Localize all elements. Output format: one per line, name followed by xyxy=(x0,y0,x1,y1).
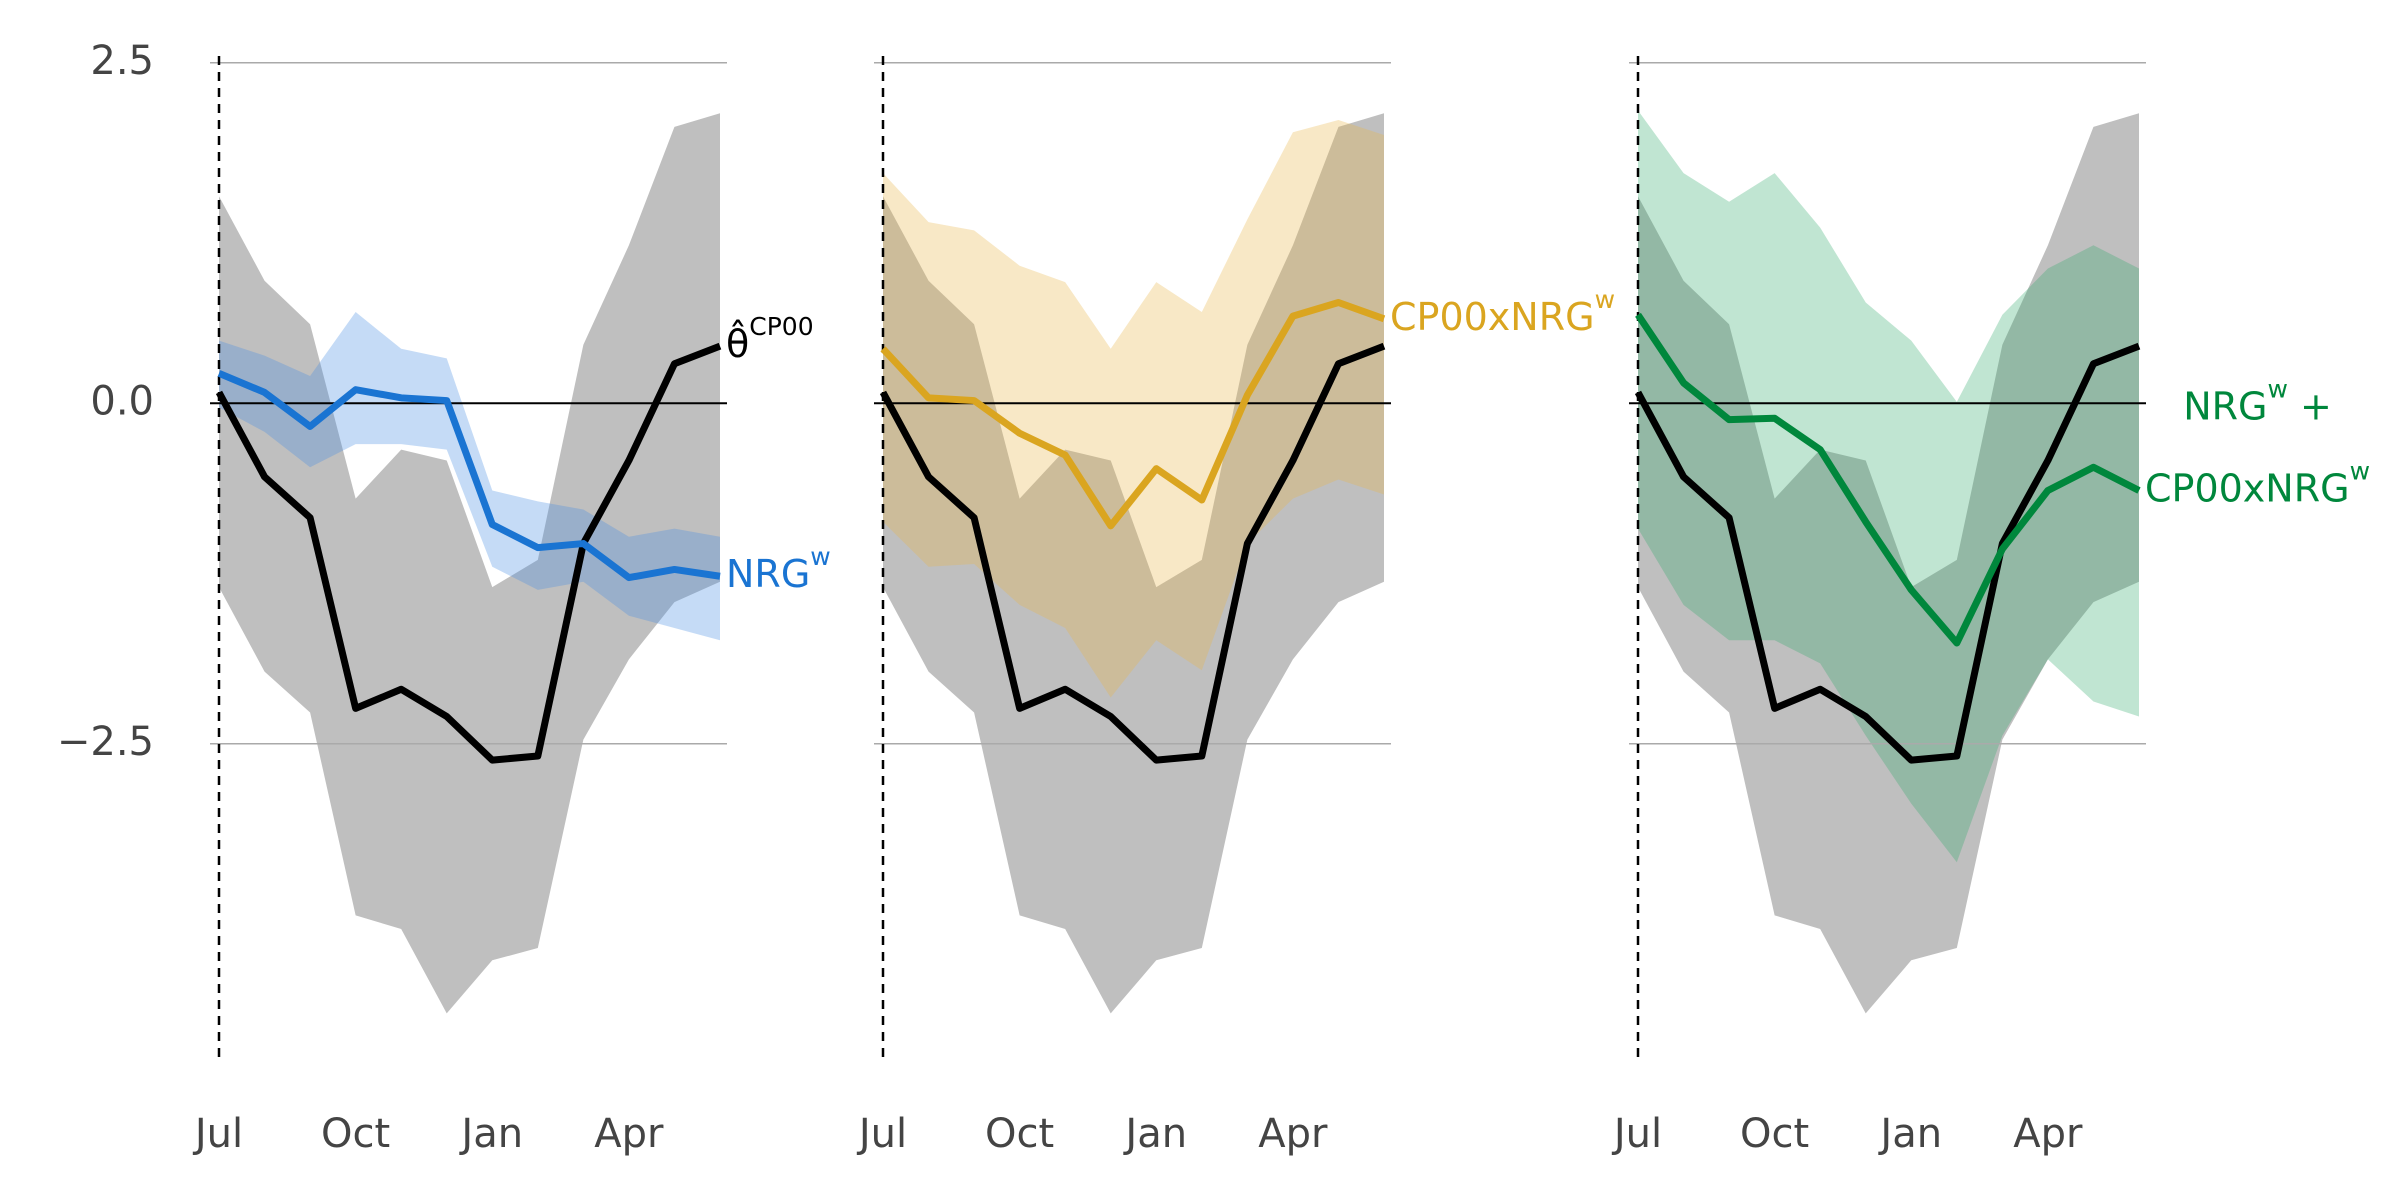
band xyxy=(883,120,1384,698)
label-text: NRG xyxy=(2183,384,2267,428)
series-label: θ̂CP00 xyxy=(726,312,814,366)
x-tick-label: Jul xyxy=(856,1111,907,1157)
x-tick-label: Apr xyxy=(1258,1111,1328,1157)
x-tick-label: Apr xyxy=(2013,1111,2083,1157)
x-tick-label: Apr xyxy=(594,1111,664,1157)
line xyxy=(1634,342,2141,764)
band xyxy=(1638,110,2139,863)
label-superscript: CP00 xyxy=(749,312,813,341)
label-text: + xyxy=(2288,384,2332,428)
series-label: CP00xNRGw xyxy=(1390,285,1615,339)
label-text: θ̂ xyxy=(726,320,749,366)
x-tick-label: Jan xyxy=(458,1111,523,1157)
x-tick-label: Jan xyxy=(1877,1111,1942,1157)
line xyxy=(217,370,721,582)
line xyxy=(879,342,1386,764)
band xyxy=(883,113,1384,1014)
x-tick-label: Oct xyxy=(1740,1111,1809,1157)
band xyxy=(219,113,720,1014)
panel: Jul Oct Jan Apr CP00xNRGw xyxy=(856,56,1615,1157)
band xyxy=(1638,113,2139,1014)
label-text: CP00xNRG xyxy=(2145,466,2350,510)
y-tick-label: 0.0 xyxy=(90,378,154,424)
y-tick-label: −2.5 xyxy=(57,719,154,765)
x-tick-label: Jul xyxy=(1611,1111,1662,1157)
label-superscript: w xyxy=(810,542,830,571)
y-tick-label: 2.5 xyxy=(90,38,154,84)
x-tick-label: Jan xyxy=(1122,1111,1187,1157)
label-text: CP00xNRG xyxy=(1390,294,1595,338)
series-label: CP00xNRGw xyxy=(2145,456,2370,510)
panel: 2.5 0.0 −2.5 Jul Oct Jan Apr θ̂CP00 NRGw xyxy=(57,38,831,1157)
x-tick-label: Oct xyxy=(321,1111,390,1157)
x-tick-label: Oct xyxy=(985,1111,1054,1157)
line xyxy=(1635,312,2141,647)
label-superscript: w xyxy=(1595,285,1615,314)
line xyxy=(215,342,722,764)
label-superscript: w xyxy=(2267,374,2287,403)
series-label: NRGw xyxy=(726,542,831,596)
line xyxy=(880,299,1386,530)
x-tick-label: Jul xyxy=(192,1111,243,1157)
series-label: NRGw + xyxy=(2183,374,2332,428)
label-superscript: w xyxy=(2350,456,2370,485)
band xyxy=(219,312,720,641)
label-text: NRG xyxy=(726,552,810,596)
